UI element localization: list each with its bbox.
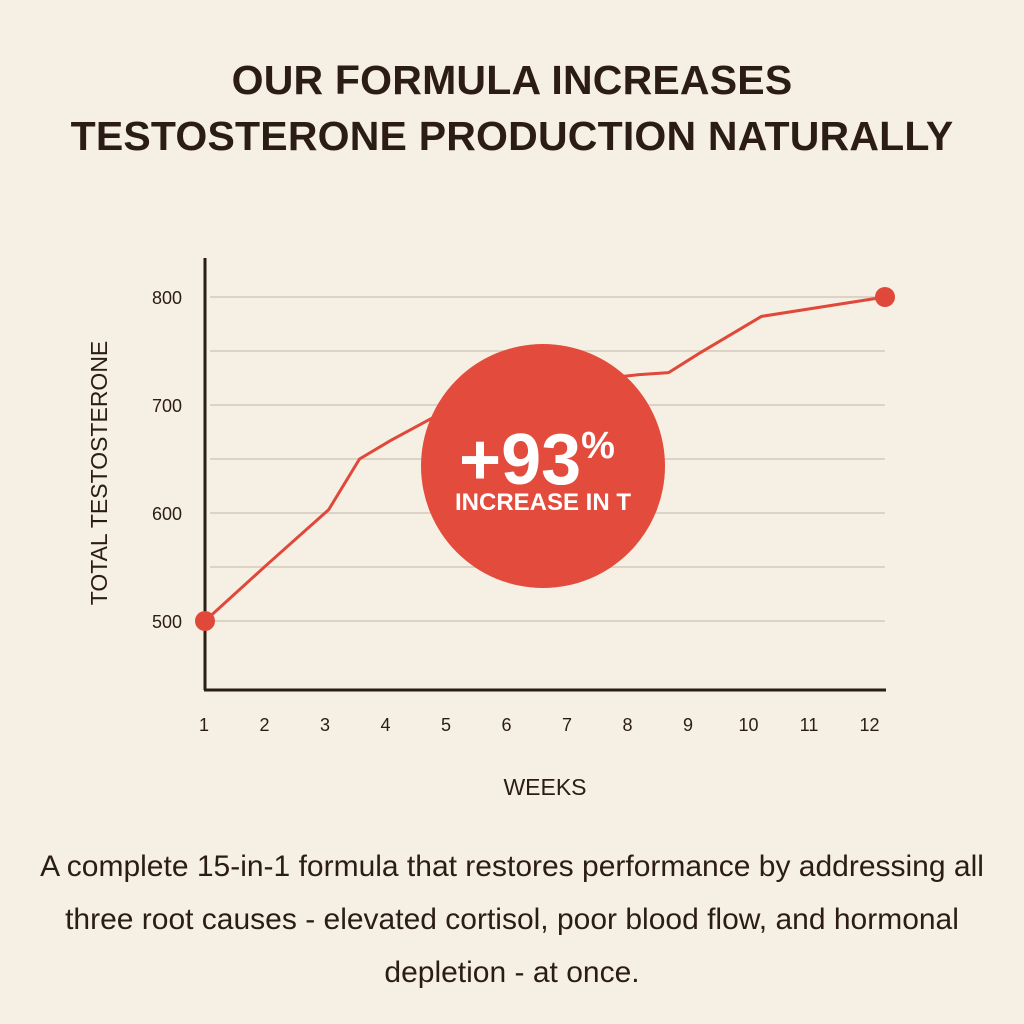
y-tick-labels: 500 600 700 800 xyxy=(152,288,182,632)
x-tick-label: 8 xyxy=(622,715,632,735)
data-point xyxy=(875,287,895,307)
x-axis-label: WEEKS xyxy=(503,774,586,800)
data-points xyxy=(195,287,895,631)
x-tick-label: 2 xyxy=(259,715,269,735)
x-tick-label: 12 xyxy=(859,715,879,735)
y-tick-label: 700 xyxy=(152,396,182,416)
x-tick-label: 7 xyxy=(562,715,572,735)
x-tick-label: 4 xyxy=(380,715,390,735)
headline: OUR FORMULA INCREASES TESTOSTERONE PRODU… xyxy=(0,52,1024,164)
x-tick-label: 1 xyxy=(199,715,209,735)
increase-badge-label: INCREASE IN T xyxy=(455,489,631,516)
x-tick-label: 10 xyxy=(738,715,758,735)
caption-text: A complete 15-in-1 formula that restores… xyxy=(40,850,984,989)
increase-badge-value-text: +93% xyxy=(459,420,615,500)
increase-badge: +93% INCREASE IN T xyxy=(421,344,665,588)
y-tick-label: 800 xyxy=(152,288,182,308)
y-axis-label: TOTAL TESTOSTERONE xyxy=(86,341,112,606)
headline-line-2: TESTOSTERONE PRODUCTION NATURALLY xyxy=(70,113,954,159)
x-tick-label: 9 xyxy=(683,715,693,735)
headline-line-1: OUR FORMULA INCREASES xyxy=(231,57,793,103)
y-tick-label: 500 xyxy=(152,612,182,632)
x-tick-label: 11 xyxy=(800,715,819,735)
x-tick-label: 6 xyxy=(501,715,511,735)
increase-badge-value: +93 xyxy=(459,420,581,500)
y-tick-label: 600 xyxy=(152,504,182,524)
increase-badge-circle xyxy=(421,344,665,588)
data-point xyxy=(195,611,215,631)
increase-badge-unit: % xyxy=(581,425,615,467)
x-tick-labels: 1 2 3 4 5 6 7 8 9 10 11 12 xyxy=(199,715,880,735)
x-tick-label: 5 xyxy=(441,715,451,735)
x-tick-label: 3 xyxy=(320,715,330,735)
